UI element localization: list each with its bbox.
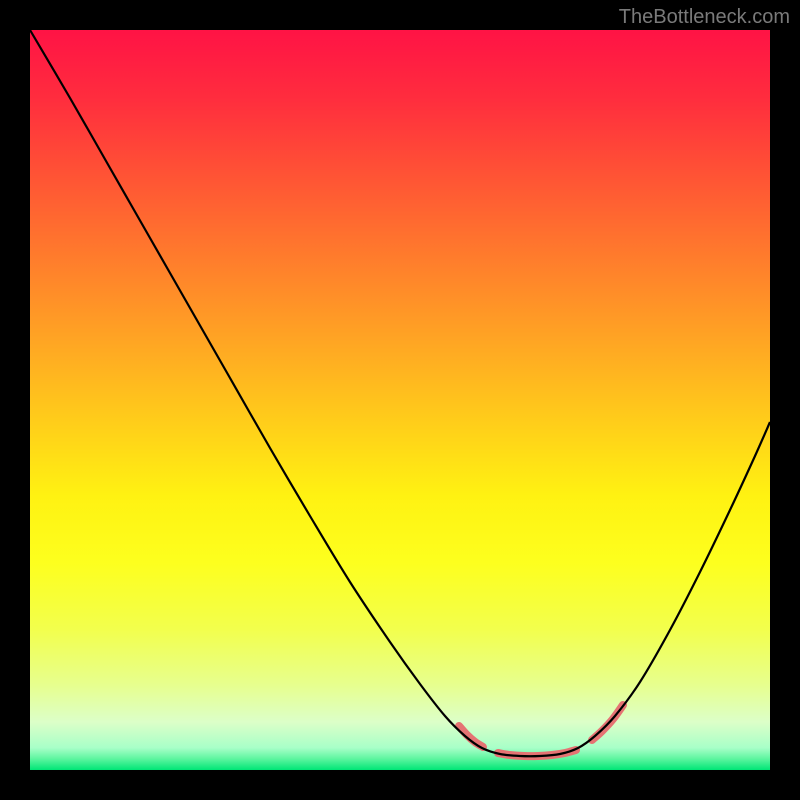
attribution-text: TheBottleneck.com	[619, 6, 790, 29]
chart-plot-area	[30, 30, 770, 770]
bottleneck-chart: TheBottleneck.com	[0, 0, 800, 800]
chart-svg	[0, 0, 800, 800]
